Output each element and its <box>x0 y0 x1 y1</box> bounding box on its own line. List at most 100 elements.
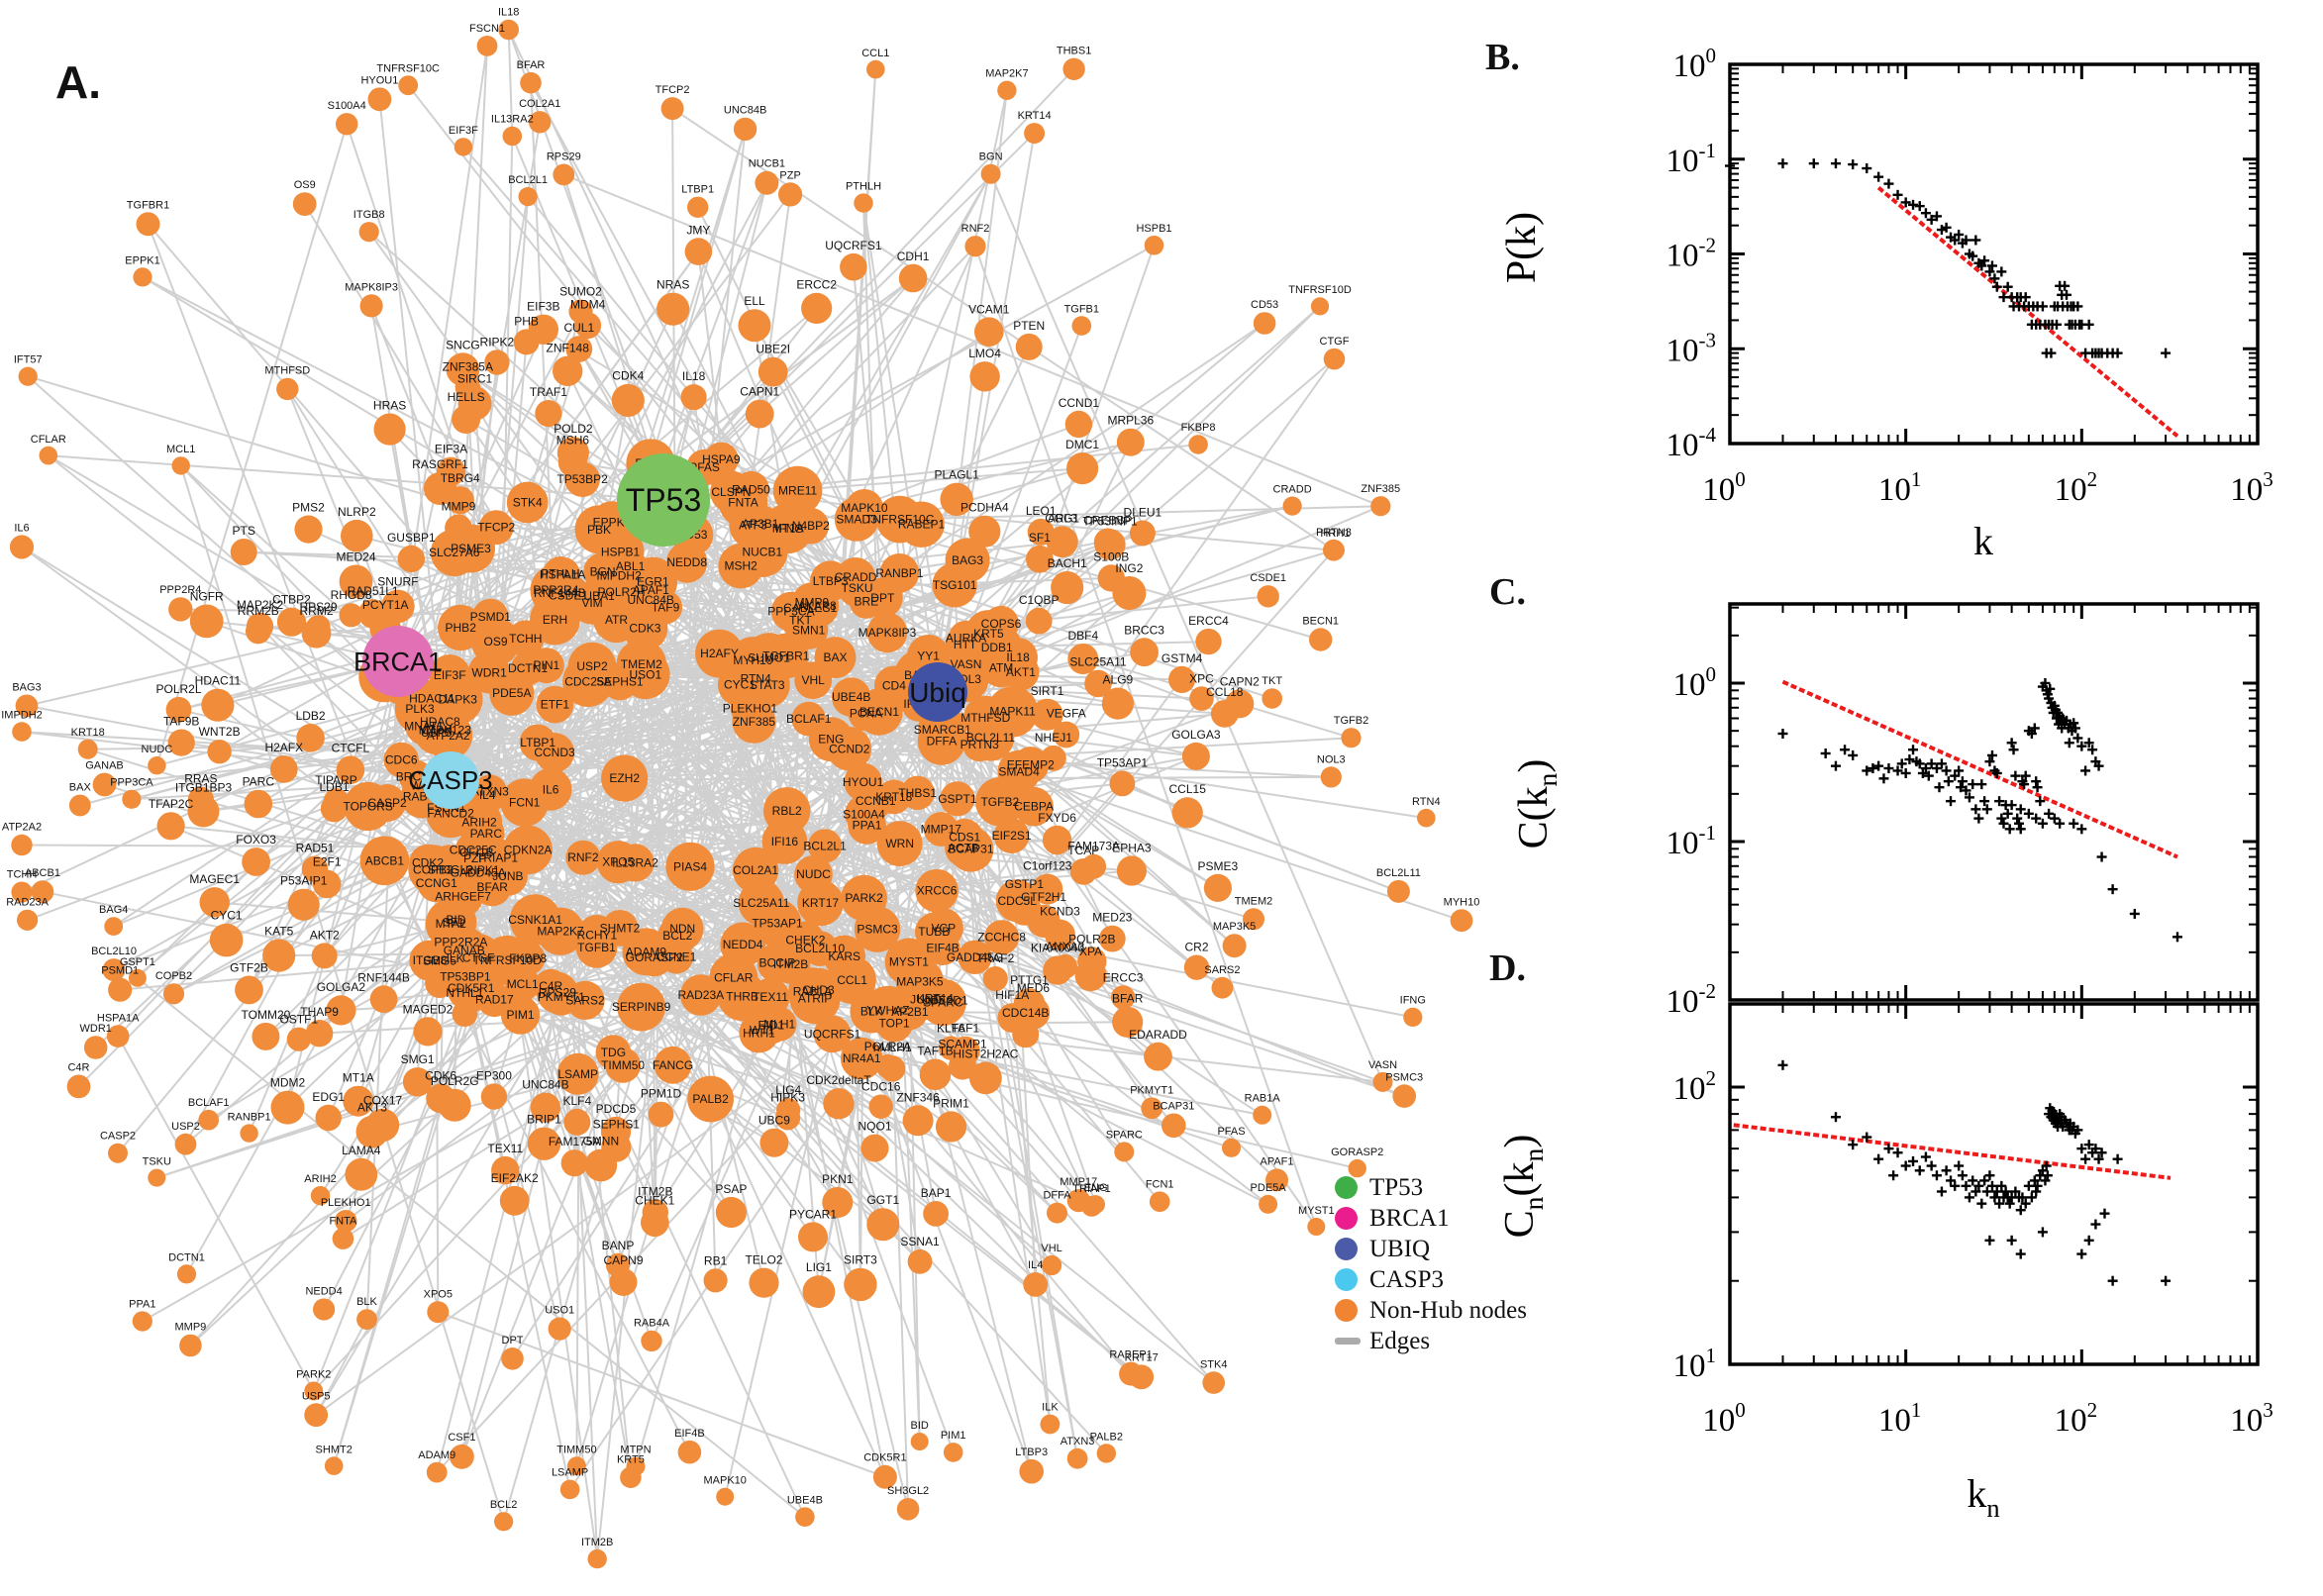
gene-node <box>373 413 406 446</box>
gene-node <box>1262 688 1282 709</box>
gene-label: HYOU1 <box>843 775 884 789</box>
x-tick-label: 101 <box>1878 467 1922 508</box>
gene-node <box>562 655 614 707</box>
gene-label: ERCC2 <box>796 278 837 292</box>
gene-node <box>665 842 715 891</box>
gene-node <box>484 349 510 375</box>
gene-label: IL18 <box>498 7 519 19</box>
gene-node <box>1348 1158 1366 1178</box>
gene-node <box>733 117 758 142</box>
gene-label: E2F1 <box>313 855 342 869</box>
gene-label: POLR2B <box>1068 932 1115 946</box>
gene-label: BCL2 <box>490 1499 518 1511</box>
gene-node <box>1040 1414 1060 1435</box>
gene-label: PKN1 <box>822 1172 854 1186</box>
y-axis-label: C(kn) <box>1511 759 1563 849</box>
gene-node <box>997 1003 1028 1033</box>
gene-label: PRIM1 <box>933 1096 969 1110</box>
gene-node <box>18 366 38 386</box>
y-tick-label: 10-2 <box>1666 979 1717 1020</box>
gene-label: BFAR <box>1112 992 1144 1006</box>
gene-node <box>849 584 883 619</box>
gene-node <box>108 1143 128 1163</box>
gene-node <box>339 603 363 628</box>
gene-label: PPP3CA <box>767 605 814 619</box>
gene-node <box>136 212 160 237</box>
edge <box>562 173 1381 508</box>
gene-label: TIPARP <box>315 773 356 787</box>
gene-label: ILK <box>1042 1402 1059 1414</box>
gene-node <box>292 192 317 217</box>
gene-node <box>1370 496 1391 517</box>
gene-label: BCCIP <box>759 956 796 970</box>
gene-node <box>1222 934 1247 958</box>
gene-node <box>574 312 602 340</box>
gene-node <box>1051 570 1084 605</box>
gene-label: PLAGL1 <box>935 468 980 482</box>
gene-label: HELLS <box>448 390 485 404</box>
data-points <box>1777 678 2182 943</box>
gene-label: RAB1A <box>793 985 832 999</box>
gene-label: CSNK1A1 <box>508 913 562 927</box>
gene-node <box>759 1128 789 1157</box>
gene-label: TAF1B <box>917 1045 953 1058</box>
gene-node <box>1130 638 1159 667</box>
gene-label: XPC <box>1189 671 1214 685</box>
gene-label: MYST1 <box>1298 1205 1335 1217</box>
edge <box>437 1311 886 1478</box>
gene-label: FAM175A <box>549 1135 601 1148</box>
gene-node <box>1031 698 1063 731</box>
gene-label: LEO1 <box>1026 504 1057 518</box>
gene-label: ZNF385 <box>733 715 776 729</box>
gene-node <box>438 604 484 651</box>
edge <box>21 546 448 809</box>
gene-label: S100A4 <box>843 807 885 821</box>
data-points <box>1725 158 2172 358</box>
edge <box>852 266 884 598</box>
gene-label: PTHLH <box>846 180 881 192</box>
gene-label: TNFRSF10D <box>473 953 543 967</box>
gene-label: KRT5 <box>617 1453 645 1465</box>
gene-node <box>452 405 481 434</box>
gene-label: EDG1 <box>312 1090 345 1104</box>
gene-label: MMP17 <box>921 823 962 837</box>
gene-label: CSDE1 <box>1250 572 1286 584</box>
gene-label: CAPN9 <box>603 1253 643 1267</box>
gene-node <box>1309 628 1333 651</box>
gene-label: TOP1 <box>879 1017 910 1031</box>
gene-node <box>910 1433 929 1450</box>
gene-label: SSNA1 <box>900 1235 940 1248</box>
gene-label: ADAM9 <box>418 1449 455 1461</box>
gene-label: IMPDH2 <box>596 569 642 583</box>
gene-node <box>425 968 454 998</box>
gene-label: CDC25C <box>450 844 497 857</box>
gene-node <box>1171 797 1203 829</box>
gene-label: GADD45A <box>451 866 506 880</box>
gene-label: CYC1 <box>724 677 756 691</box>
gene-label: CLSPN <box>711 485 751 499</box>
gene-label: KCND3 <box>1040 905 1080 919</box>
gene-node <box>454 138 473 156</box>
gene-label: BRCC3 <box>1124 623 1164 637</box>
gene-node <box>986 686 1039 738</box>
plot-frame <box>1728 1002 2260 1366</box>
gene-node <box>77 739 98 759</box>
gene-label: TFCP2 <box>477 521 515 535</box>
gene-node <box>902 1105 934 1137</box>
gene-node <box>187 786 214 813</box>
gene-node <box>1149 1191 1170 1212</box>
gene-label: KRT14 <box>917 992 954 1006</box>
gene-label: NHEJ1 <box>1035 731 1072 745</box>
gene-node <box>108 977 133 1002</box>
gene-node <box>1067 644 1099 674</box>
gene-label: TOPORS <box>343 800 392 814</box>
edge <box>937 133 1036 693</box>
gene-label: POLR2G <box>431 1074 479 1088</box>
gene-node <box>1064 410 1093 439</box>
gene-label: RAD17 <box>475 993 514 1007</box>
gene-label: OS9 <box>483 635 507 648</box>
gene-node <box>313 1298 336 1321</box>
gene-label: ATXN3 <box>1060 1436 1095 1447</box>
gene-label: TRAF2 <box>976 951 1014 965</box>
